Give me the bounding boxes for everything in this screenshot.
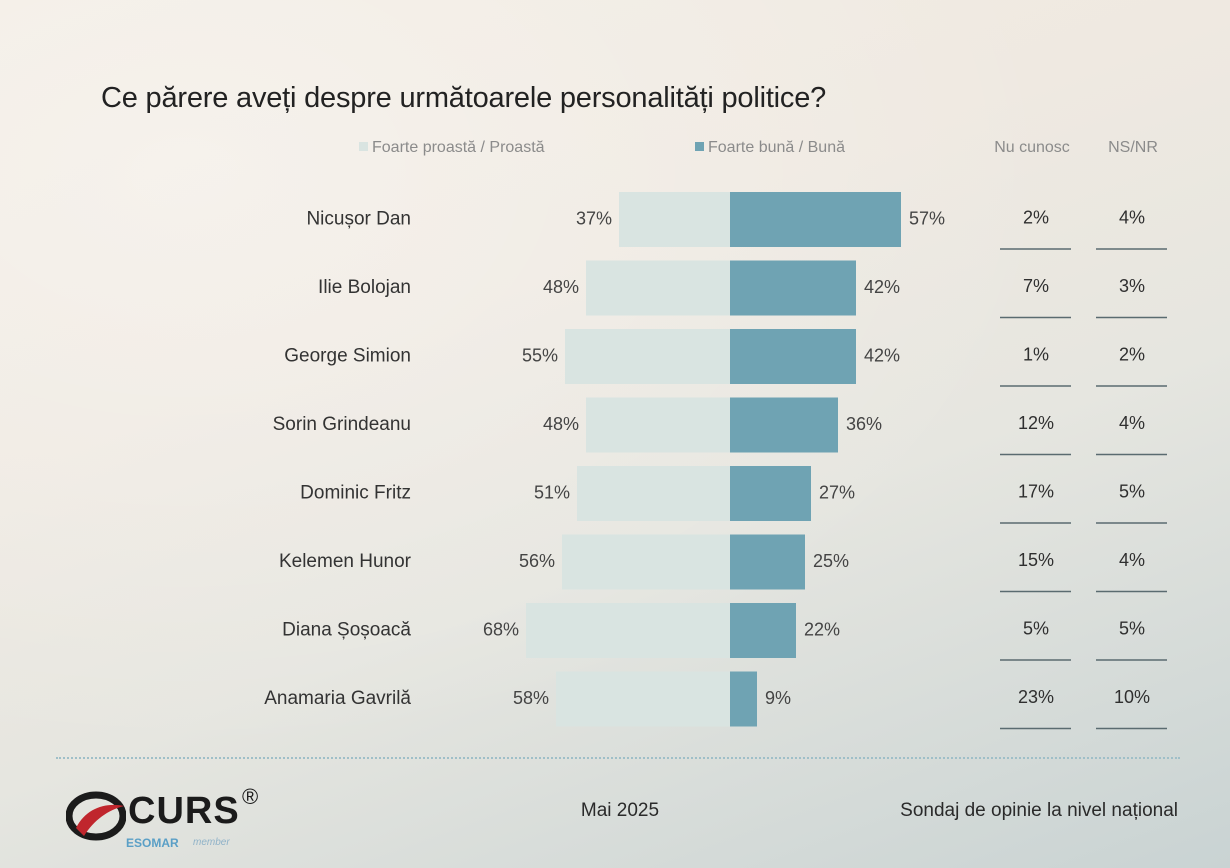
value-ns-nr: 4% xyxy=(1119,207,1145,227)
value-ns-nr: 4% xyxy=(1119,413,1145,433)
bar-negative xyxy=(586,397,730,453)
data-label-positive: 42% xyxy=(864,345,900,365)
data-label-positive: 57% xyxy=(909,208,945,228)
data-label-negative: 58% xyxy=(513,688,549,708)
bar-positive xyxy=(730,534,805,590)
value-ns-nr: 4% xyxy=(1119,550,1145,570)
data-label-negative: 48% xyxy=(543,414,579,434)
column-header-ns-nr: NS/NR xyxy=(1108,139,1158,156)
data-label-negative: 56% xyxy=(519,551,555,571)
category-label: Anamaria Gavrilă xyxy=(264,688,411,709)
category-label: George Simion xyxy=(284,346,411,367)
bar-negative xyxy=(562,534,730,590)
data-label-positive: 22% xyxy=(804,619,840,639)
legend-label-positive: Foarte bună / Bună xyxy=(708,139,845,156)
category-label: Diana Șoșoacă xyxy=(282,620,411,641)
value-ns-nr: 5% xyxy=(1119,618,1145,638)
bar-positive xyxy=(730,466,811,521)
data-label-negative: 55% xyxy=(522,345,558,365)
footer-source: Sondaj de opinie la nivel național xyxy=(900,800,1178,821)
data-label-negative: 51% xyxy=(534,482,570,502)
category-label: Dominic Fritz xyxy=(300,483,411,504)
bar-negative xyxy=(565,329,730,384)
data-label-positive: 9% xyxy=(765,688,791,708)
bar-negative xyxy=(619,192,730,247)
bar-negative xyxy=(526,603,730,658)
logo-member: member xyxy=(193,837,230,848)
category-label: Kelemen Hunor xyxy=(279,551,412,572)
data-label-positive: 36% xyxy=(846,414,882,434)
value-nu-cunosc: 2% xyxy=(1023,207,1049,227)
footer-date: Mai 2025 xyxy=(580,800,660,821)
value-nu-cunosc: 12% xyxy=(1018,413,1054,433)
legend-swatch-negative xyxy=(359,142,368,151)
bar-positive xyxy=(730,603,796,658)
legend-swatch-positive xyxy=(695,142,704,151)
category-label: Sorin Grindeanu xyxy=(273,414,411,435)
chart-title: Ce părere aveți despre următoarele perso… xyxy=(101,82,827,114)
value-nu-cunosc: 1% xyxy=(1023,344,1049,364)
logo-swoosh-icon xyxy=(66,791,126,841)
category-label: Ilie Bolojan xyxy=(318,277,411,298)
data-label-negative: 68% xyxy=(483,619,519,639)
value-ns-nr: 2% xyxy=(1119,344,1145,364)
category-label: Nicușor Dan xyxy=(306,209,411,230)
data-label-negative: 48% xyxy=(543,277,579,297)
data-label-negative: 37% xyxy=(576,208,612,228)
legend-positive: Foarte bună / Bună xyxy=(695,139,845,157)
value-nu-cunosc: 17% xyxy=(1018,481,1054,501)
value-ns-nr: 10% xyxy=(1114,687,1150,707)
legend-label-negative: Foarte proastă / Proastă xyxy=(372,139,545,156)
data-label-positive: 25% xyxy=(813,551,849,571)
bar-positive xyxy=(730,192,901,247)
bar-negative xyxy=(556,671,730,727)
data-label-positive: 42% xyxy=(864,277,900,297)
value-nu-cunosc: 5% xyxy=(1023,618,1049,638)
column-header-nu-cunosc: Nu cunosc xyxy=(994,139,1070,156)
bar-positive xyxy=(730,671,757,727)
chart-area: Nicușor Dan 37% 57% 2% 4% Ilie Bolojan 48% 42% 7… xyxy=(264,192,1167,730)
value-ns-nr: 5% xyxy=(1119,481,1145,501)
footer-divider xyxy=(56,757,1180,759)
value-nu-cunosc: 23% xyxy=(1018,687,1054,707)
logo-word: CURS xyxy=(128,790,240,832)
curs-logo: CURS ® ESOMAR member xyxy=(66,784,276,854)
bar-positive xyxy=(730,260,856,316)
value-ns-nr: 3% xyxy=(1119,276,1145,296)
bar-positive xyxy=(730,397,838,453)
bar-negative xyxy=(586,260,730,316)
value-nu-cunosc: 15% xyxy=(1018,550,1054,570)
data-label-positive: 27% xyxy=(819,482,855,502)
bar-negative xyxy=(577,466,730,521)
bar-positive xyxy=(730,329,856,384)
logo-registered: ® xyxy=(242,784,259,809)
value-nu-cunosc: 7% xyxy=(1023,276,1049,296)
logo-esomar: ESOMAR xyxy=(126,836,179,850)
legend-negative: Foarte proastă / Proastă xyxy=(359,139,545,157)
